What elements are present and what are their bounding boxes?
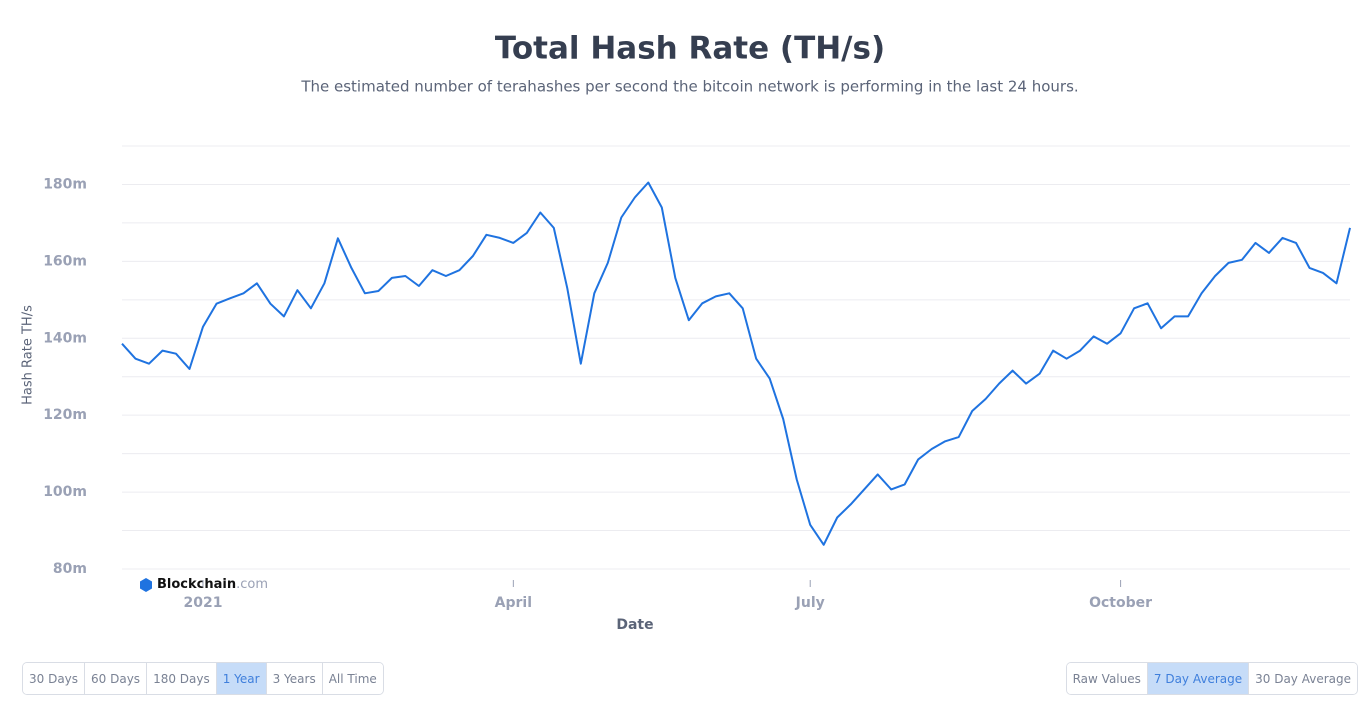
toggle-button[interactable]: 1 Year: [215, 663, 266, 694]
brand: Blockchain.com: [140, 577, 268, 592]
brand-name: Blockchain.com: [157, 577, 268, 592]
brand-word: Blockchain: [157, 577, 236, 592]
toggle-button[interactable]: Raw Values: [1066, 663, 1147, 694]
y-tick-label: 180m: [43, 176, 87, 192]
range-buttons: 30 Days 60 Days 180 Days 1 Year 3 Years All T…: [22, 662, 384, 695]
y-tick-label: 120m: [43, 407, 87, 423]
x-axis-label: Date: [616, 617, 653, 633]
grid: [122, 145, 1350, 570]
toggle-button[interactable]: 30 Days: [23, 663, 85, 694]
toggle-button[interactable]: All Time: [321, 663, 383, 694]
x-tick-label: April: [495, 595, 532, 611]
y-tick-label: 140m: [43, 330, 87, 346]
y-tick-label: 160m: [43, 253, 87, 269]
y-tick-label: 80m: [53, 561, 87, 577]
toggle-button[interactable]: 30 Day Average: [1248, 663, 1357, 694]
x-tick-label: October: [1089, 595, 1152, 611]
chart: Total Hash Rate (TH/s) The estimated num…: [21, 31, 1351, 633]
y-axis-label: Hash Rate TH/s: [21, 305, 36, 405]
y-tick-label: 100m: [43, 484, 87, 500]
toggle-button[interactable]: 180 Days: [146, 663, 216, 694]
chart-subtitle: The estimated number of terahashes per s…: [300, 78, 1078, 96]
x-tick-label: 2021: [183, 595, 222, 611]
toggle-button[interactable]: 7 Day Average: [1146, 663, 1249, 694]
brand-suffix: .com: [236, 577, 268, 592]
series-line: [121, 181, 1351, 546]
x-tick-label: July: [795, 595, 825, 611]
chart-title: Total Hash Rate (TH/s): [495, 31, 885, 67]
toggle-button[interactable]: 60 Days: [84, 663, 147, 694]
brand-logo: [140, 578, 152, 592]
average-buttons: Raw Values 7 Day Average 30 Day Average: [1065, 662, 1358, 695]
toggle-button[interactable]: 3 Years: [265, 663, 322, 694]
